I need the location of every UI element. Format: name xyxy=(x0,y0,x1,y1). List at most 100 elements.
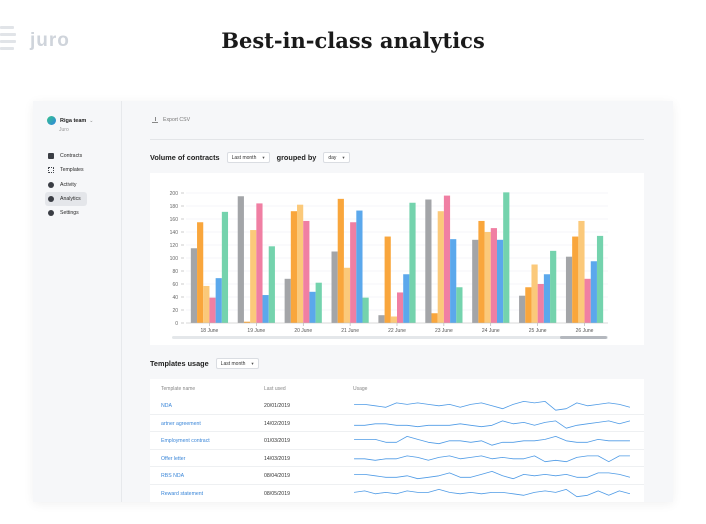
y-tick-label: 160 xyxy=(170,217,179,223)
group-by-value: day xyxy=(328,154,337,161)
caret-down-icon: ▾ xyxy=(342,154,345,160)
usage-sparkline xyxy=(354,455,630,462)
team-name: Riga team xyxy=(60,117,87,124)
bar xyxy=(262,295,269,323)
templates-table: Template name Last used Usage NDA 20/01/2… xyxy=(150,379,644,502)
last-used-date: 01/03/2019 xyxy=(264,438,290,445)
sparkline-path xyxy=(353,488,631,498)
bar xyxy=(537,284,544,323)
bar xyxy=(456,287,463,323)
y-tick-label: 200 xyxy=(170,191,179,197)
sidebar-item-activity[interactable]: Activity xyxy=(48,178,87,192)
bar xyxy=(215,278,222,323)
analytics-icon xyxy=(48,196,54,203)
bar xyxy=(584,278,591,323)
activity-icon xyxy=(48,181,54,188)
last-used-date: 14/02/2019 xyxy=(264,420,290,427)
sidebar-item-templates[interactable]: Templates xyxy=(48,163,87,177)
usage-sparkline xyxy=(354,471,631,480)
sidebar: Riga team ⌄ Juro Contracts Templates Act… xyxy=(33,101,122,502)
usage-sparkline xyxy=(354,420,631,429)
templates-period-select[interactable]: Last month ▾ xyxy=(215,358,259,369)
volume-chart-card: 0 20 40 60 80 100 120 140 160 180 200 18 June 19 Jun… xyxy=(150,173,644,345)
x-tick-label: 21 June xyxy=(341,328,359,334)
bar xyxy=(284,278,291,323)
usage-sparkline xyxy=(354,436,630,446)
bar xyxy=(209,297,216,323)
sidebar-item-contracts[interactable]: Contracts xyxy=(48,149,87,163)
sparkline-path xyxy=(354,471,631,480)
template-name-link[interactable]: Reward statement xyxy=(161,491,204,497)
templates-title: Templates usage xyxy=(150,359,209,368)
scrollbar-track xyxy=(172,336,608,339)
template-name-link[interactable]: Offer letter xyxy=(161,455,186,462)
column-header-last-used: Last used xyxy=(264,386,286,392)
template-name-link[interactable]: Employment contract xyxy=(161,438,210,445)
bar xyxy=(297,204,304,323)
last-used-date: 08/04/2019 xyxy=(264,473,290,480)
volume-period-select[interactable]: Last month ▾ xyxy=(226,152,270,163)
x-tick-label: 20 June xyxy=(294,328,312,334)
bar xyxy=(243,321,251,323)
template-name-link[interactable]: NDA xyxy=(161,403,172,409)
divider xyxy=(150,139,644,140)
menu-lines-icon xyxy=(0,26,16,56)
y-tick-label: 140 xyxy=(170,230,179,236)
caret-down-icon: ▾ xyxy=(262,154,265,160)
bar xyxy=(409,202,416,323)
table-row[interactable]: Offer letter 14/03/2019 xyxy=(150,450,644,468)
bar xyxy=(550,250,557,323)
bar xyxy=(596,235,604,323)
team-switcher[interactable]: Riga team ⌄ xyxy=(47,116,94,125)
bar xyxy=(443,195,451,323)
bar xyxy=(203,285,210,323)
x-tick-label: 26 June xyxy=(576,328,594,334)
bar xyxy=(390,316,397,323)
export-csv-label: Export CSV xyxy=(163,117,191,123)
group-by-select[interactable]: day ▾ xyxy=(323,152,350,163)
bar xyxy=(503,192,510,323)
sparkline-path xyxy=(354,455,630,462)
export-csv-button[interactable]: Export CSV xyxy=(152,117,190,123)
table-row[interactable]: Reward statement 08/05/2019 xyxy=(150,485,644,502)
bar xyxy=(337,198,344,323)
table-row[interactable]: Employment contract 01/03/2019 xyxy=(150,432,644,450)
usage-sparkline xyxy=(353,488,631,498)
sidebar-item-settings[interactable]: Settings xyxy=(48,206,87,220)
bar xyxy=(543,274,551,323)
bar xyxy=(221,211,229,323)
bar xyxy=(519,295,526,323)
table-row[interactable]: artner agreement 14/02/2019 xyxy=(150,415,644,433)
bar xyxy=(384,236,391,323)
template-name-link[interactable]: artner agreement xyxy=(161,420,201,427)
bar xyxy=(315,282,322,323)
volume-header: Volume of contracts Last month ▾ grouped… xyxy=(150,152,350,163)
bar xyxy=(572,236,579,323)
sidebar-nav: Contracts Templates Activity Analytics S… xyxy=(45,149,87,220)
sparkline-path xyxy=(354,400,631,411)
template-name-link[interactable]: RBS NDA xyxy=(161,473,185,480)
bar xyxy=(356,210,363,323)
table-row[interactable]: RBS NDA 08/04/2019 xyxy=(150,467,644,485)
bar xyxy=(331,251,338,323)
templates-period-value: Last month xyxy=(220,360,246,367)
column-header-usage: Usage xyxy=(353,386,368,392)
bar xyxy=(478,220,485,323)
sidebar-item-label: Contracts xyxy=(60,153,83,160)
bar xyxy=(303,220,310,323)
scrollbar-thumb[interactable] xyxy=(560,336,607,339)
settings-icon xyxy=(48,210,54,217)
y-tick-label: 120 xyxy=(170,243,179,249)
y-tick-label: 60 xyxy=(172,282,178,288)
contracts-icon xyxy=(48,153,54,160)
bar xyxy=(309,291,316,323)
bar xyxy=(268,246,275,323)
bar xyxy=(250,230,257,323)
y-tick-label: 100 xyxy=(170,256,179,262)
sidebar-item-analytics[interactable]: Analytics xyxy=(45,191,87,207)
table-row[interactable]: NDA 20/01/2019 xyxy=(150,397,644,415)
last-used-date: 20/01/2019 xyxy=(264,403,290,409)
bar xyxy=(397,292,404,323)
bar xyxy=(525,287,532,323)
